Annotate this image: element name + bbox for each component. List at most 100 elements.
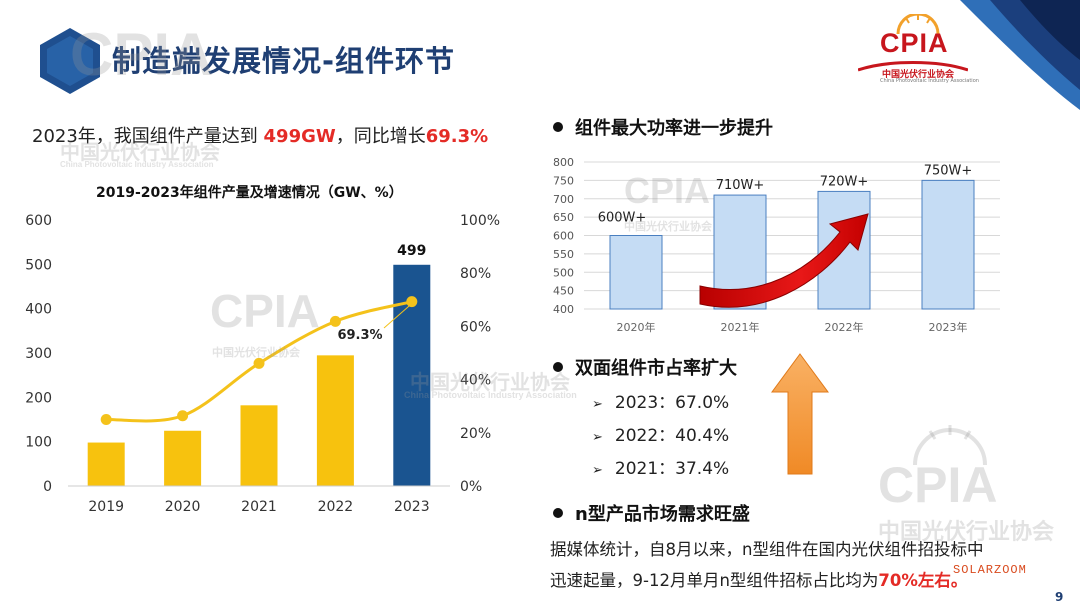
bifacial-heading: 双面组件市占率扩大 [553, 354, 737, 380]
bifacial-item: ➢ 2021：37.4% [592, 454, 729, 479]
bullet-dot-icon [553, 122, 563, 132]
callout-line [383, 303, 413, 329]
y-left-tick-label: 0 [43, 479, 52, 495]
watermark-cn-5: 中国光伏行业协会 [878, 519, 1055, 544]
x-tick-label: 2021年 [721, 320, 760, 334]
source-watermark: SOLARZOOM [953, 563, 1027, 577]
bifacial-heading-text: 双面组件市占率扩大 [575, 358, 737, 379]
ntype-line-1: 据媒体统计，自8月以来，n型组件在国内光伏组件招投标中 [550, 540, 984, 559]
y-left-tick-label: 600 [25, 213, 52, 229]
bar [164, 430, 202, 486]
y-left-tick-label: 200 [25, 390, 52, 406]
production-chart: 0 100 200 300 400 500 600 0% 20% 40% 60% 80% 100% 201… [25, 213, 500, 515]
bullet-dot-icon [553, 362, 563, 372]
bar [609, 235, 663, 310]
chart-title: 2019-2023年组件产量及增速情况（GW、%） [96, 185, 403, 201]
y-right-tick-label: 100% [460, 213, 500, 229]
x-tick-label: 2020年 [617, 320, 656, 334]
y-tick-label: 500 [553, 266, 574, 279]
bullet-dot-icon [553, 508, 563, 518]
line-data-label: 69.3% [337, 328, 382, 343]
hexagon-icon [40, 28, 100, 94]
x-tick-label: 2022年 [825, 320, 864, 334]
x-tick-label: 2020 [165, 499, 201, 515]
y-tick-label: 650 [553, 211, 574, 224]
y-tick-label: 450 [553, 285, 574, 298]
watermark-sun-icon [913, 425, 987, 465]
y-left-tick-label: 500 [25, 257, 52, 273]
bar-data-label: 600W+ [598, 211, 647, 226]
arrow-bullet-icon: ➢ [592, 397, 603, 412]
bar-data-label: 499 [397, 243, 426, 259]
power-heading: 组件最大功率进一步提升 [553, 114, 773, 140]
bar [921, 179, 975, 310]
stat-middle: ，同比增长 [335, 126, 426, 147]
y-tick-label: 700 [553, 193, 574, 206]
watermark-cpia-5: CPIA [878, 457, 998, 513]
power-chart: 400 450 500 550 600 650 700 750 800 2020年 600W+ 202… [553, 156, 1000, 334]
production-stat: 2023年，我国组件产量达到 499GW，同比增长69.3% [32, 122, 488, 148]
y-left-tick-label: 400 [25, 302, 52, 318]
y-tick-label: 550 [553, 248, 574, 261]
bar-data-label: 720W+ [820, 174, 869, 189]
page-title: 制造端发展情况-组件环节 [112, 44, 456, 78]
logo-swoosh-icon [858, 61, 968, 72]
watermark-cn-4: 中国光伏行业协会 [624, 221, 712, 233]
ntype-highlight: 70%左右。 [878, 571, 968, 590]
bar [240, 405, 278, 486]
line-point [177, 410, 189, 422]
watermark-cpia-title: CPIA [70, 21, 214, 88]
arrow-bullet-icon: ➢ [592, 430, 603, 445]
bifacial-item-text: 2021：37.4% [614, 459, 730, 479]
bifacial-item-text: 2022：40.4% [614, 426, 730, 446]
y-left-tick-label: 100 [25, 435, 52, 451]
bifacial-item: ➢ 2023：67.0% [592, 388, 729, 413]
logo-en: China Photovoltaic Industry Association [880, 78, 979, 84]
y-tick-label: 750 [553, 174, 574, 187]
line-point [406, 296, 418, 308]
y-right-tick-label: 80% [460, 266, 491, 282]
sun-logo-icon [896, 14, 940, 34]
watermark-cn-1: 中国光伏行业协会 [60, 142, 220, 164]
power-heading-text: 组件最大功率进一步提升 [575, 118, 773, 139]
red-curved-arrow-icon [699, 213, 869, 308]
watermark-cpia-2: CPIA [210, 285, 320, 337]
stat-value: 499GW [263, 126, 336, 147]
bar [316, 355, 354, 486]
bifacial-item: ➢ 2022：40.4% [592, 421, 729, 446]
ntype-heading-text: n型产品市场需求旺盛 [575, 504, 750, 525]
watermark-cn-2: 中国光伏行业协会 [212, 347, 300, 359]
watermark-cn-3: 中国光伏行业协会 [410, 372, 570, 394]
page-number: 9 [1055, 590, 1064, 604]
watermark-cpia-4: CPIA [624, 170, 711, 211]
x-tick-label: 2019 [88, 499, 124, 515]
bar-data-label: 750W+ [924, 163, 973, 178]
y-right-tick-label: 20% [460, 426, 491, 442]
ntype-heading: n型产品市场需求旺盛 [553, 500, 750, 526]
ntype-line-2: 迅速起量，9-12月单月n型组件招标占比均为70%左右。 [550, 567, 967, 591]
line-point [100, 414, 112, 425]
y-right-tick-label: 0% [460, 479, 482, 495]
line-point [253, 357, 265, 369]
stat-growth: 69.3% [425, 126, 489, 147]
bifacial-item-text: 2023：67.0% [614, 393, 730, 413]
arrow-bullet-icon: ➢ [592, 463, 603, 478]
corner-decoration [920, 0, 1080, 110]
bar [87, 442, 125, 486]
x-tick-label: 2022 [318, 499, 354, 515]
y-tick-label: 800 [553, 156, 574, 169]
x-tick-label: 2023 [394, 499, 430, 515]
stat-prefix: 2023年，我国组件产量达到 [32, 126, 264, 147]
y-right-tick-label: 60% [460, 319, 491, 335]
bar-data-label: 710W+ [716, 178, 765, 193]
y-tick-label: 400 [553, 303, 574, 316]
logo-text: CPIA [880, 28, 949, 58]
watermark-en-1: China Photovoltaic Industry Association [60, 160, 214, 169]
orange-up-arrow-icon [771, 353, 829, 475]
watermark-en-3: China Photovoltaic Industry Association [404, 390, 577, 400]
x-tick-label: 2023年 [929, 320, 968, 334]
y-right-tick-label: 40% [460, 373, 491, 389]
x-tick-label: 2021 [241, 499, 277, 515]
line-point [329, 315, 341, 327]
logo-cn: 中国光伏行业协会 [882, 70, 955, 80]
